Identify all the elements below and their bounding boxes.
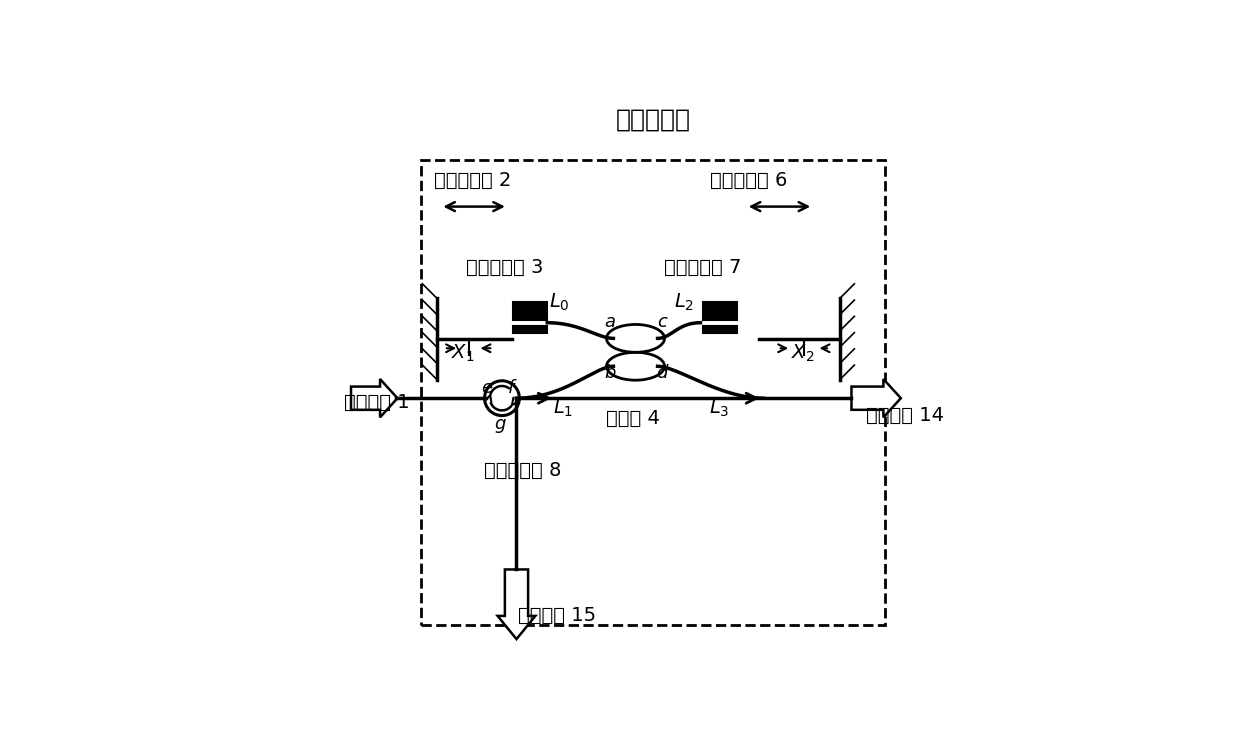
Bar	[703, 326, 737, 333]
Text: $c$: $c$	[657, 313, 668, 330]
Text: 反射扫描镜 6: 反射扫描镜 6	[711, 171, 787, 190]
Text: $a$: $a$	[604, 313, 616, 330]
FancyArrow shape	[497, 569, 536, 639]
Text: $L_0$: $L_0$	[548, 292, 569, 313]
Text: 耦合器 4: 耦合器 4	[605, 409, 660, 428]
Text: 输出信号 15: 输出信号 15	[518, 606, 596, 625]
Text: $X_1$: $X_1$	[450, 342, 474, 363]
FancyArrow shape	[852, 379, 900, 418]
FancyArrow shape	[351, 379, 398, 418]
Text: 光程相关器: 光程相关器	[615, 108, 691, 131]
Text: $L_3$: $L_3$	[709, 398, 730, 419]
Text: $d$: $d$	[656, 364, 670, 382]
Bar	[513, 302, 547, 320]
Text: $L_2$: $L_2$	[673, 292, 693, 313]
Text: 光纤环形器 8: 光纤环形器 8	[484, 461, 560, 480]
Text: $L_1$: $L_1$	[553, 398, 573, 419]
Text: 反射扫描镜 2: 反射扫描镜 2	[434, 171, 512, 190]
Text: $f$: $f$	[507, 379, 518, 397]
Text: 输出信号 14: 输出信号 14	[867, 406, 945, 425]
Text: 光纤准直器 7: 光纤准直器 7	[663, 258, 742, 277]
Bar	[513, 326, 547, 333]
Text: $X_2$: $X_2$	[791, 342, 815, 363]
Text: 输入信号 1: 输入信号 1	[345, 394, 410, 412]
Bar	[420, 160, 885, 624]
Text: $e$: $e$	[481, 379, 494, 397]
Bar	[703, 302, 737, 320]
Text: $g$: $g$	[495, 417, 507, 435]
Text: $b$: $b$	[604, 364, 616, 382]
Text: 光纤准直器 3: 光纤准直器 3	[466, 258, 543, 277]
